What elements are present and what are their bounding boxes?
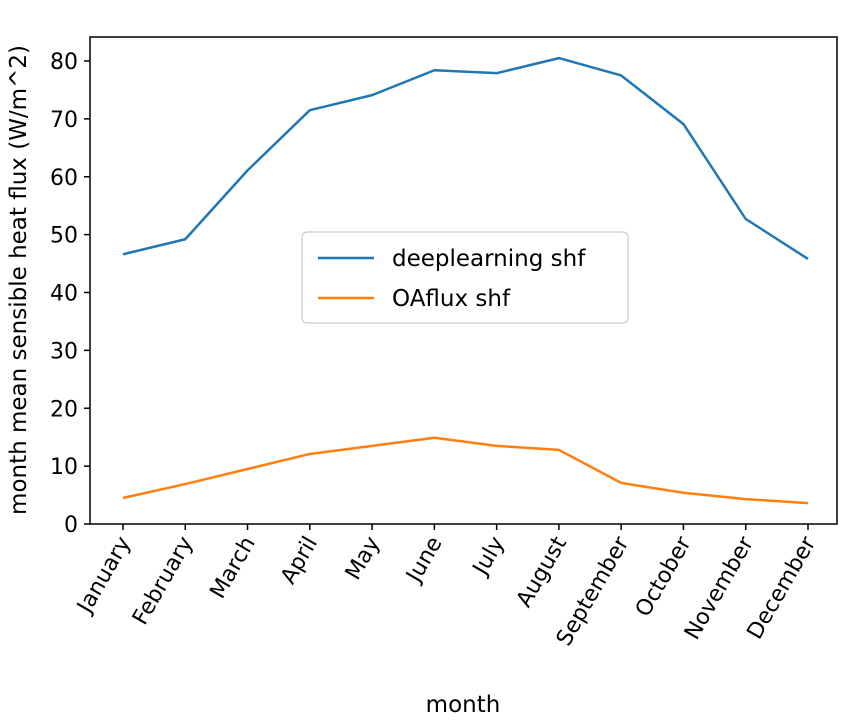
y-tick-label: 40: [50, 282, 78, 307]
legend-label-oaflux: OAflux shf: [392, 286, 511, 312]
series-line-1: [122, 436, 809, 505]
y-axis-label: month mean sensible heat flux (W/m^2): [6, 45, 32, 515]
x-tick-label: August: [512, 532, 572, 611]
y-tick-label: 70: [50, 108, 78, 133]
x-tick-label: October: [631, 532, 697, 622]
x-tick-label: July: [467, 533, 509, 582]
legend: deeplearning shf OAflux shf: [301, 231, 629, 324]
y-tick-label: 10: [50, 455, 78, 480]
series-line-0: [122, 56, 809, 260]
y-tick-label: 60: [50, 166, 78, 191]
x-tick-label: March: [206, 533, 261, 604]
x-tick-label: May: [341, 533, 385, 585]
x-tick-label: February: [128, 533, 198, 630]
y-tick-label: 20: [50, 397, 78, 422]
y-tick-label: 50: [50, 224, 78, 249]
x-tick-label: April: [276, 533, 323, 589]
y-tick-label: 30: [50, 339, 78, 364]
plot-frame: [89, 36, 838, 525]
legend-label-deeplearning: deeplearning shf: [392, 246, 586, 272]
y-tick-label: 80: [50, 50, 78, 75]
x-axis-label: month: [426, 692, 501, 718]
y-tick-label: 0: [64, 513, 78, 538]
x-tick-label: January: [72, 533, 136, 619]
x-tick-label: June: [401, 533, 448, 589]
